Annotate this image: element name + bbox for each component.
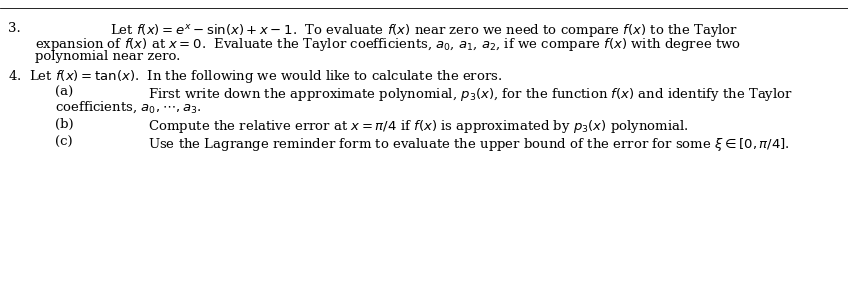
Text: Use the Lagrange reminder form to evaluate the upper bound of the error for some: Use the Lagrange reminder form to evalua… — [148, 136, 790, 153]
Text: Compute the relative error at $x = \pi/4$ if $f(x)$ is approximated by $p_3(x)$ : Compute the relative error at $x = \pi/4… — [148, 118, 689, 135]
Text: coefficients, $a_0, \cdots, a_3$.: coefficients, $a_0, \cdots, a_3$. — [55, 100, 202, 115]
Text: polynomial near zero.: polynomial near zero. — [35, 50, 181, 63]
Text: 4.  Let $f(x) = \tan(x)$.  In the following we would like to calculate the erors: 4. Let $f(x) = \tan(x)$. In the followin… — [8, 68, 502, 85]
Text: Let $f(x) = e^x - \sin(x) + x - 1$.  To evaluate $f(x)$ near zero we need to com: Let $f(x) = e^x - \sin(x) + x - 1$. To e… — [110, 22, 738, 39]
Text: (b): (b) — [55, 118, 74, 131]
Text: (a): (a) — [55, 86, 73, 99]
Text: expansion of $f(x)$ at $x = 0$.  Evaluate the Taylor coefficients, $a_0$, $a_1$,: expansion of $f(x)$ at $x = 0$. Evaluate… — [35, 36, 741, 53]
Text: 3.: 3. — [8, 22, 20, 35]
Text: First write down the approximate polynomial, $p_3(x)$, for the function $f(x)$ a: First write down the approximate polynom… — [148, 86, 793, 103]
Text: (c): (c) — [55, 136, 73, 149]
